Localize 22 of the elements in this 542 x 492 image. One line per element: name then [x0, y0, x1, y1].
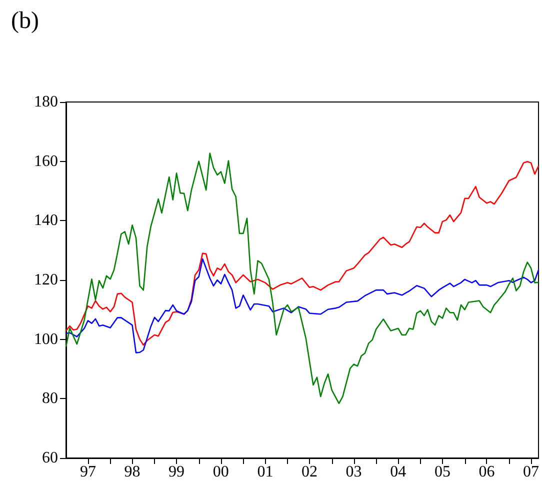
- x-tick-label: 02: [301, 464, 318, 480]
- y-tick-label: 120: [34, 272, 58, 288]
- y-tick-label: 100: [34, 330, 58, 348]
- x-tick-label: 99: [168, 464, 185, 480]
- y-tick-label: 160: [34, 152, 58, 170]
- x-tick-label: 00: [212, 464, 229, 480]
- x-tick-label: 07: [523, 464, 539, 480]
- x-tick-label: 97: [80, 464, 96, 480]
- x-tick-label: 06: [478, 464, 495, 480]
- line-series: [65, 160, 540, 346]
- y-tick-label: 140: [34, 212, 58, 230]
- x-tick-label: 01: [257, 464, 274, 480]
- x-tick-label: 05: [434, 464, 450, 480]
- y-tick-label: 60: [42, 450, 58, 466]
- chart-title: (b): [11, 8, 39, 34]
- line-series: [65, 152, 540, 404]
- line-series: [65, 258, 540, 354]
- x-tick-label: 04: [390, 464, 406, 480]
- x-tick-label: 98: [124, 464, 140, 480]
- y-tick-label: 80: [42, 390, 58, 408]
- x-tick-label: 03: [346, 464, 362, 480]
- y-tick-label: 180: [34, 94, 58, 110]
